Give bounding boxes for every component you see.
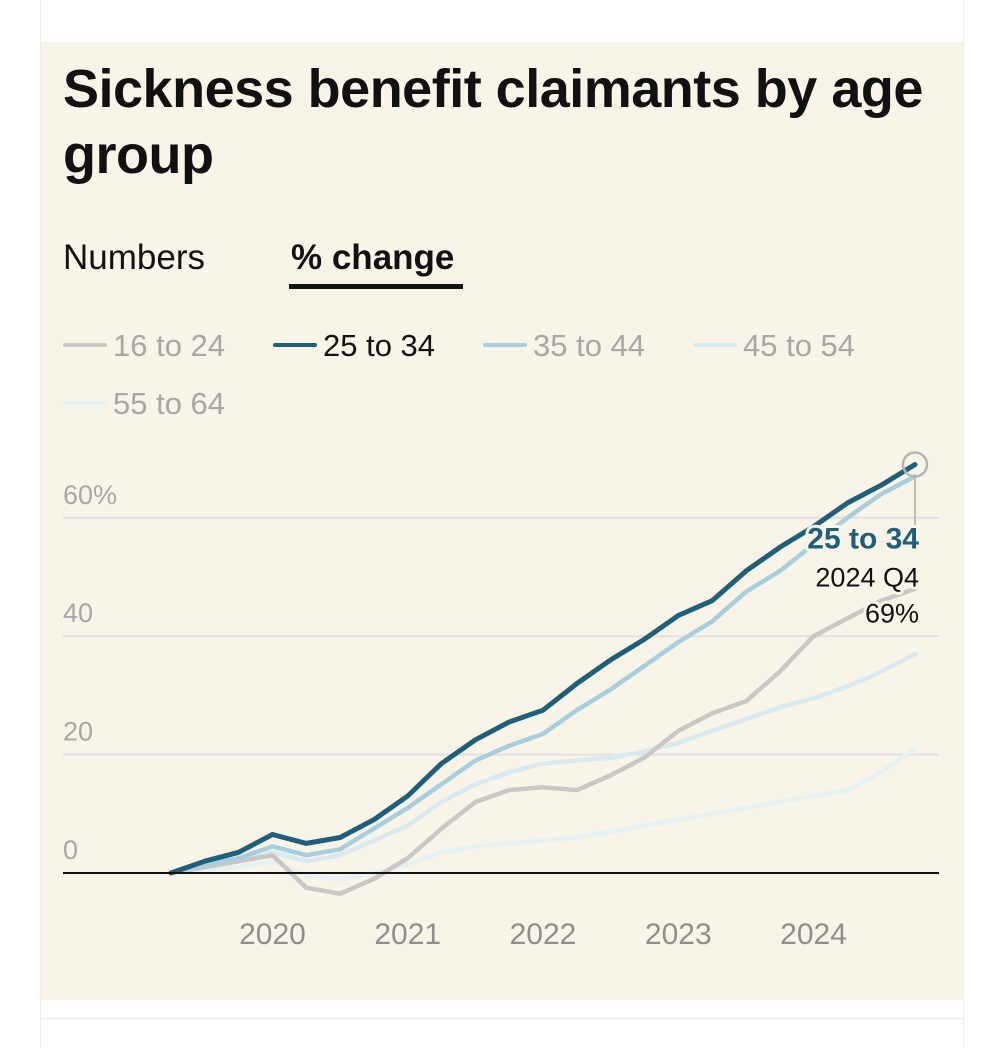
- series-line-45-to-54: [168, 651, 918, 876]
- legend-swatch-45-to-54: [693, 342, 737, 347]
- gridlines: 0 20 40 60%: [63, 480, 939, 865]
- legend-swatch-25-to-34: [273, 342, 317, 347]
- legend-label-55-to-64: 55 to 64: [113, 386, 226, 421]
- legend-label-35-to-44: 35 to 44: [533, 328, 646, 363]
- y-tick-label-60: 60%: [63, 480, 117, 510]
- legend-item-35-to-44[interactable]: 35 to 44: [483, 328, 645, 364]
- y-tick-label-0: 0: [63, 835, 78, 865]
- page-frame-left: [40, 0, 41, 1048]
- x-tick-label-2024: 2024: [780, 918, 847, 951]
- page-frame-right: [963, 0, 964, 1048]
- next-card: [41, 1018, 963, 1049]
- tab-numbers[interactable]: Numbers: [63, 238, 205, 277]
- legend-label-16-to-24: 16 to 24: [113, 328, 226, 363]
- y-tick-label-20: 20: [63, 717, 93, 747]
- chart-card: Sickness benefit claimants by age group …: [41, 42, 963, 1000]
- line-chart: 0 20 40 60% 2020 2021 2022 2023 2024 25 to 34 20…: [63, 451, 939, 951]
- annotation-period: 2024 Q4: [815, 563, 919, 593]
- legend-item-55-to-64[interactable]: 55 to 64: [63, 386, 225, 422]
- x-tick-label-2020: 2020: [239, 918, 306, 951]
- legend-item-45-to-54[interactable]: 45 to 54: [693, 328, 855, 364]
- y-tick-label-40: 40: [63, 598, 93, 628]
- active-tab-underline: [289, 284, 463, 289]
- chart-title: Sickness benefit claimants by age group: [63, 59, 923, 185]
- series-lines: [168, 462, 918, 896]
- series-line-16-to-24: [168, 586, 918, 896]
- legend-swatch-55-to-64: [63, 400, 107, 405]
- annotation-value: 69%: [865, 599, 919, 629]
- series-line-55-to-64: [168, 746, 918, 882]
- legend-swatch-16-to-24: [63, 342, 107, 347]
- series-line-35-to-44: [168, 474, 918, 876]
- legend-label-25-to-34: 25 to 34: [323, 328, 436, 363]
- x-tick-label-2023: 2023: [645, 918, 712, 951]
- series-line-25-to-34: [168, 462, 918, 876]
- legend-item-25-to-34[interactable]: 25 to 34: [273, 328, 435, 364]
- tab-percent-change[interactable]: % change: [291, 238, 455, 277]
- highlight-annotation: 25 to 34 2024 Q4 69%: [804, 451, 929, 632]
- legend-item-16-to-24[interactable]: 16 to 24: [63, 328, 225, 364]
- x-tick-label-2021: 2021: [374, 918, 441, 951]
- legend-label-45-to-54: 45 to 54: [743, 328, 856, 363]
- annotation-series-name: 25 to 34: [807, 523, 919, 556]
- legend-swatch-35-to-44: [483, 342, 527, 347]
- annotation-marker: [901, 451, 929, 478]
- x-tick-label-2022: 2022: [510, 918, 577, 951]
- x-axis-ticks: 2020 2021 2022 2023 2024: [239, 918, 847, 951]
